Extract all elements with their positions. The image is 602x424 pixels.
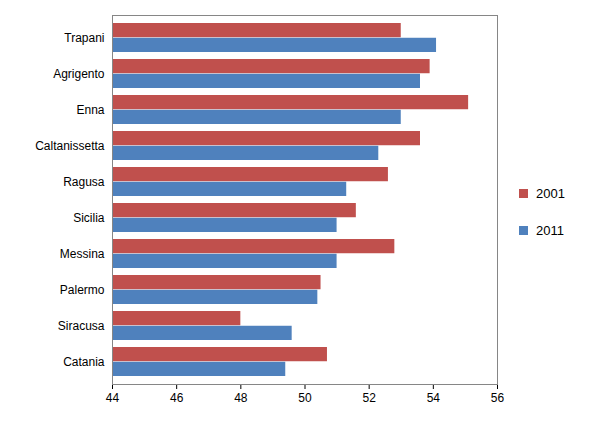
svg-text:54: 54 [427, 391, 441, 405]
svg-text:Palermo: Palermo [60, 283, 105, 297]
svg-text:Ragusa: Ragusa [63, 175, 105, 189]
svg-text:44: 44 [106, 391, 120, 405]
svg-text:Siracusa: Siracusa [58, 319, 105, 333]
svg-text:Catania: Catania [63, 355, 105, 369]
svg-text:50: 50 [298, 391, 312, 405]
svg-text:56: 56 [491, 391, 505, 405]
svg-text:46: 46 [170, 391, 184, 405]
html-text:2011: 2011 [536, 223, 564, 238]
svg-text:Sicilia: Sicilia [73, 211, 105, 225]
svg-text:52: 52 [362, 391, 376, 405]
html-text:2001: 2001 [536, 186, 565, 201]
svg-text:Caltanissetta: Caltanissetta [35, 139, 105, 153]
svg-text:Enna: Enna [76, 103, 104, 117]
svg-text:Agrigento: Agrigento [53, 67, 105, 81]
svg-text:Messina: Messina [60, 247, 105, 261]
svg-text:48: 48 [234, 391, 248, 405]
svg-text:Trapani: Trapani [64, 31, 104, 45]
